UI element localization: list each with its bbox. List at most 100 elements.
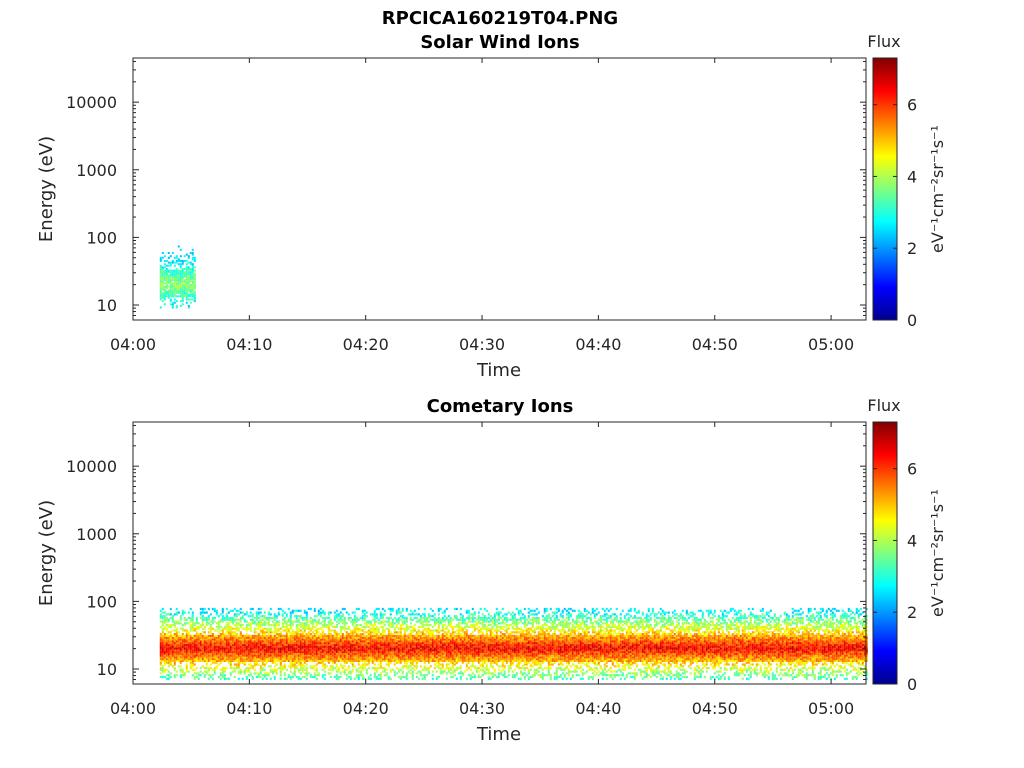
heatmap-cell [279, 661, 282, 664]
heatmap-cell [289, 647, 292, 650]
heatmap-cell [231, 609, 234, 612]
heatmap-cell [181, 272, 184, 275]
heatmap-cell [191, 638, 194, 641]
heatmap-cell [243, 618, 246, 621]
heatmap-cell [451, 654, 454, 657]
heatmap-cell [345, 649, 348, 652]
heatmap-cell [165, 674, 168, 677]
heatmap-cell [207, 622, 210, 625]
heatmap-cell [405, 652, 408, 655]
heatmap-cell [279, 607, 282, 611]
heatmap-cell [371, 647, 374, 650]
heatmap-cell [441, 672, 444, 675]
heatmap-cell [315, 634, 318, 637]
heatmap-cell [197, 643, 200, 646]
heatmap-cell [311, 645, 314, 648]
heatmap-cell [309, 633, 312, 636]
heatmap-cell [303, 652, 306, 655]
heatmap-cell [445, 618, 448, 621]
heatmap-cell [483, 650, 486, 654]
heatmap-cell [367, 656, 370, 659]
heatmap-cell [301, 645, 304, 648]
heatmap-cell [373, 668, 376, 671]
heatmap-cell [483, 667, 486, 670]
heatmap-cell [479, 627, 482, 630]
heatmap-cell [219, 647, 222, 650]
heatmap-cell [161, 641, 164, 645]
heatmap-cell [289, 649, 292, 652]
heatmap-cell [231, 659, 234, 662]
heatmap-cell [377, 649, 380, 652]
heatmap-cell [301, 643, 304, 646]
heatmap-cell [193, 277, 196, 280]
heatmap-cell [349, 658, 352, 661]
heatmap-cell [189, 629, 192, 632]
heatmap-cell [331, 665, 334, 668]
heatmap-cell [353, 636, 356, 639]
heatmap-cell [223, 625, 226, 628]
heatmap-cell [399, 659, 402, 662]
heatmap-cell [277, 645, 280, 648]
heatmap-cell [461, 627, 464, 630]
heatmap-cell [445, 616, 448, 620]
heatmap-cell [411, 674, 414, 677]
heatmap-cell [271, 652, 274, 655]
heatmap-cell [213, 667, 216, 670]
heatmap-cell [223, 627, 226, 630]
heatmap-cell [377, 677, 380, 680]
heatmap-cell [191, 624, 194, 627]
heatmap-cell [297, 634, 300, 637]
heatmap-cell [281, 654, 284, 657]
heatmap-cell [299, 650, 302, 654]
heatmap-cell [163, 298, 166, 301]
heatmap-cell [343, 620, 346, 623]
heatmap-cell [445, 656, 448, 659]
heatmap-cell [435, 677, 438, 680]
heatmap-cell [253, 672, 256, 675]
heatmap-cell [215, 661, 218, 664]
heatmap-cell [383, 650, 386, 654]
heatmap-cell [239, 661, 242, 664]
heatmap-cell [405, 677, 408, 680]
heatmap-cell [379, 625, 382, 628]
heatmap-cell [375, 658, 378, 661]
heatmap-cell [329, 652, 332, 655]
heatmap-cell [167, 674, 170, 677]
heatmap-cell [371, 636, 374, 639]
heatmap-cell [301, 663, 304, 666]
heatmap-cell [189, 298, 192, 301]
heatmap-cell [369, 624, 372, 627]
heatmap-cell [357, 670, 360, 673]
heatmap-cell [435, 618, 438, 621]
heatmap-cell [185, 631, 188, 634]
heatmap-cell [243, 652, 246, 655]
heatmap-cell [363, 634, 366, 637]
heatmap-cell [187, 652, 190, 655]
heatmap-cell [455, 618, 458, 621]
heatmap-cell [289, 656, 292, 659]
heatmap-cell [279, 641, 282, 645]
heatmap-cell [207, 674, 210, 677]
heatmap-cell [175, 607, 178, 611]
heatmap-cell [273, 668, 276, 671]
heatmap-cell [467, 654, 470, 657]
heatmap-cell [471, 652, 474, 655]
heatmap-cell [441, 611, 444, 614]
heatmap-cell [197, 625, 200, 628]
heatmap-cell [465, 658, 468, 661]
heatmap-cell [369, 647, 372, 650]
heatmap-cell [161, 658, 164, 661]
heatmap-cell [323, 613, 326, 616]
heatmap-cell [307, 638, 310, 641]
heatmap-cell [179, 271, 182, 274]
heatmap-cell [461, 641, 464, 645]
heatmap-cell [419, 618, 422, 621]
heatmap-cell [191, 636, 194, 639]
heatmap-cell [321, 620, 324, 623]
heatmap-cell [291, 641, 294, 645]
heatmap-cell [183, 271, 186, 274]
heatmap-cell [165, 656, 168, 659]
heatmap-cell [343, 670, 346, 673]
heatmap-cell [321, 609, 324, 612]
heatmap-cell [433, 616, 436, 620]
